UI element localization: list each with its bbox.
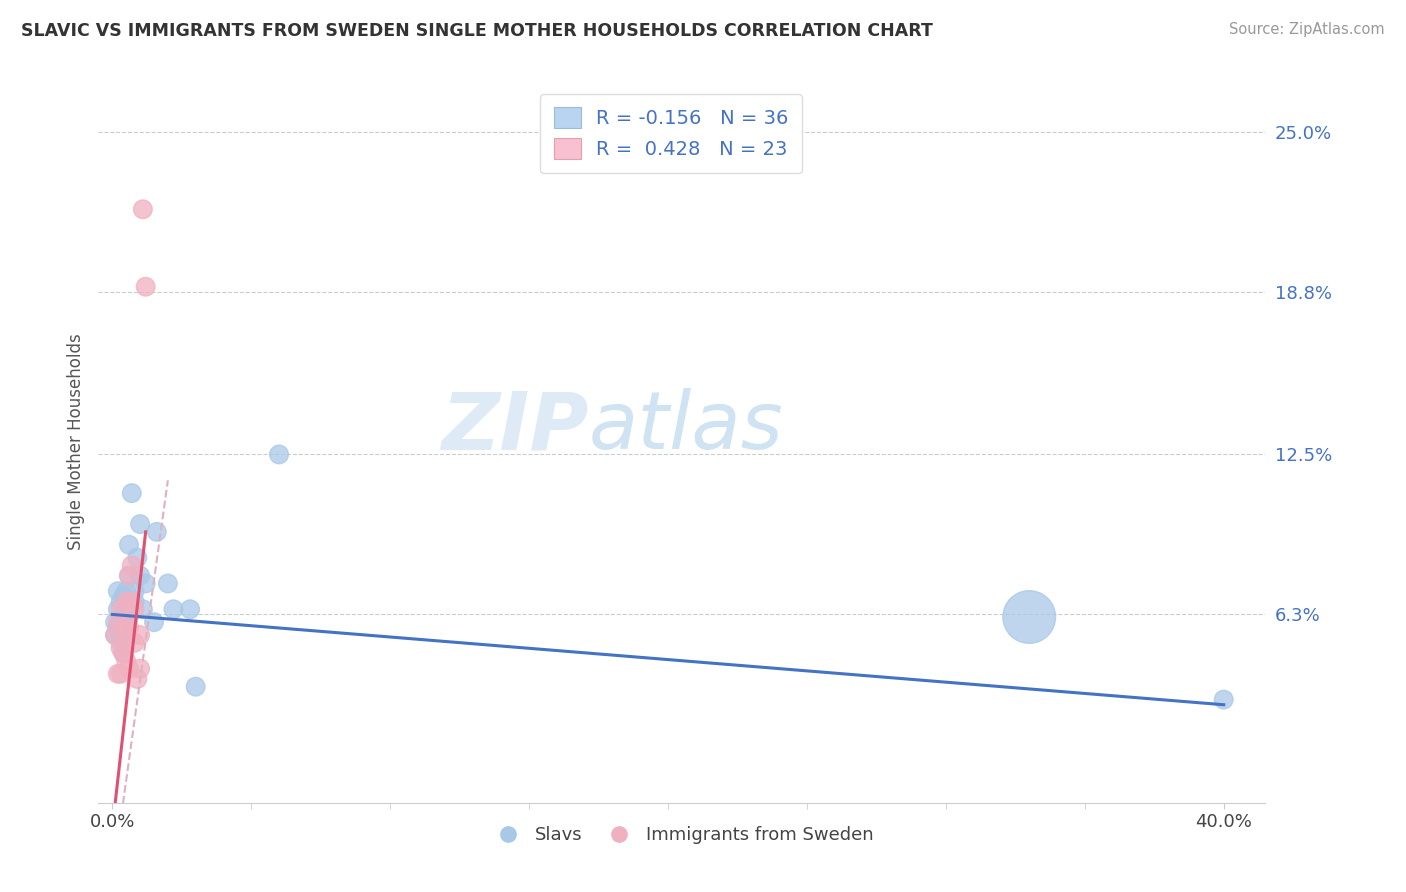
Point: [104, 628, 127, 642]
Point: [107, 620, 129, 634]
Point: [118, 662, 141, 676]
Point: [124, 602, 146, 616]
Point: [121, 486, 143, 500]
Point: [118, 568, 141, 582]
Point: [118, 620, 141, 634]
Point: [112, 607, 135, 622]
Legend: Slavs, Immigrants from Sweden: Slavs, Immigrants from Sweden: [482, 819, 882, 852]
Point: [129, 568, 152, 582]
Point: [156, 576, 179, 591]
Point: [129, 517, 152, 532]
Point: [112, 646, 135, 660]
Point: [135, 279, 157, 293]
Point: [124, 594, 146, 608]
Point: [129, 628, 152, 642]
Point: [143, 615, 166, 630]
Point: [115, 654, 138, 668]
Point: [112, 646, 135, 660]
Text: ZIP: ZIP: [441, 388, 589, 467]
Point: [110, 636, 132, 650]
Point: [115, 584, 138, 599]
Point: [112, 620, 135, 634]
Point: [1212, 692, 1234, 706]
Point: [115, 620, 138, 634]
Point: [110, 666, 132, 681]
Point: [124, 584, 146, 599]
Point: [127, 550, 149, 565]
Text: Source: ZipAtlas.com: Source: ZipAtlas.com: [1229, 22, 1385, 37]
Point: [110, 640, 132, 655]
Text: SLAVIC VS IMMIGRANTS FROM SWEDEN SINGLE MOTHER HOUSEHOLDS CORRELATION CHART: SLAVIC VS IMMIGRANTS FROM SWEDEN SINGLE …: [21, 22, 934, 40]
Point: [184, 680, 207, 694]
Point: [132, 602, 155, 616]
Point: [107, 615, 129, 630]
Point: [124, 636, 146, 650]
Point: [104, 628, 127, 642]
Point: [179, 602, 201, 616]
Point: [267, 447, 290, 461]
Point: [115, 594, 138, 608]
Point: [110, 615, 132, 630]
Point: [118, 610, 141, 624]
Point: [115, 628, 138, 642]
Point: [118, 538, 141, 552]
Point: [162, 602, 184, 616]
Point: [112, 590, 135, 604]
Point: [135, 576, 157, 591]
Point: [107, 602, 129, 616]
Point: [118, 568, 141, 582]
Point: [110, 628, 132, 642]
Y-axis label: Single Mother Households: Single Mother Households: [66, 334, 84, 549]
Point: [127, 672, 149, 686]
Point: [110, 594, 132, 608]
Text: atlas: atlas: [589, 388, 783, 467]
Point: [132, 202, 155, 217]
Point: [121, 594, 143, 608]
Point: [121, 558, 143, 573]
Point: [129, 662, 152, 676]
Point: [107, 666, 129, 681]
Point: [112, 620, 135, 634]
Point: [110, 602, 132, 616]
Point: [146, 524, 169, 539]
Point: [104, 615, 127, 630]
Point: [115, 602, 138, 616]
Point: [107, 584, 129, 599]
Point: [1018, 610, 1040, 624]
